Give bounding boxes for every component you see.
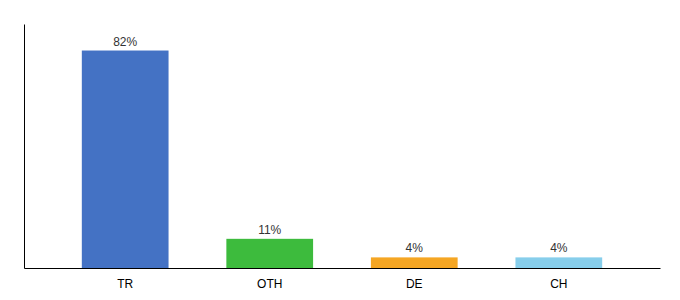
x-tick: TR [117, 277, 133, 291]
chart: TR OTH DE CH 82% 11% 4% 4% [0, 0, 680, 300]
plot: TR OTH DE CH 82% 11% 4% 4% [25, 25, 661, 291]
x-axis: TR OTH DE CH [25, 269, 661, 291]
x-tick-label: DE [406, 277, 423, 291]
x-tick: DE [406, 277, 423, 291]
x-tick: OTH [257, 277, 282, 291]
x-tick-label: CH [550, 277, 567, 291]
x-tick: CH [550, 277, 567, 291]
y-axis-line [24, 25, 25, 269]
bar [226, 239, 313, 268]
x-axis-line [25, 268, 661, 269]
bar [82, 51, 169, 268]
data-labels: 82% 11% 4% 4% [113, 35, 568, 256]
bars [82, 51, 602, 268]
data-label: 11% [258, 223, 281, 237]
data-label: 82% [113, 35, 137, 49]
y-axis [24, 25, 25, 269]
data-label: 4% [550, 241, 568, 255]
bar [371, 257, 458, 268]
x-tick-label: OTH [257, 277, 282, 291]
bar [515, 257, 602, 268]
x-tick-label: TR [117, 277, 133, 291]
data-label: 4% [406, 241, 424, 255]
